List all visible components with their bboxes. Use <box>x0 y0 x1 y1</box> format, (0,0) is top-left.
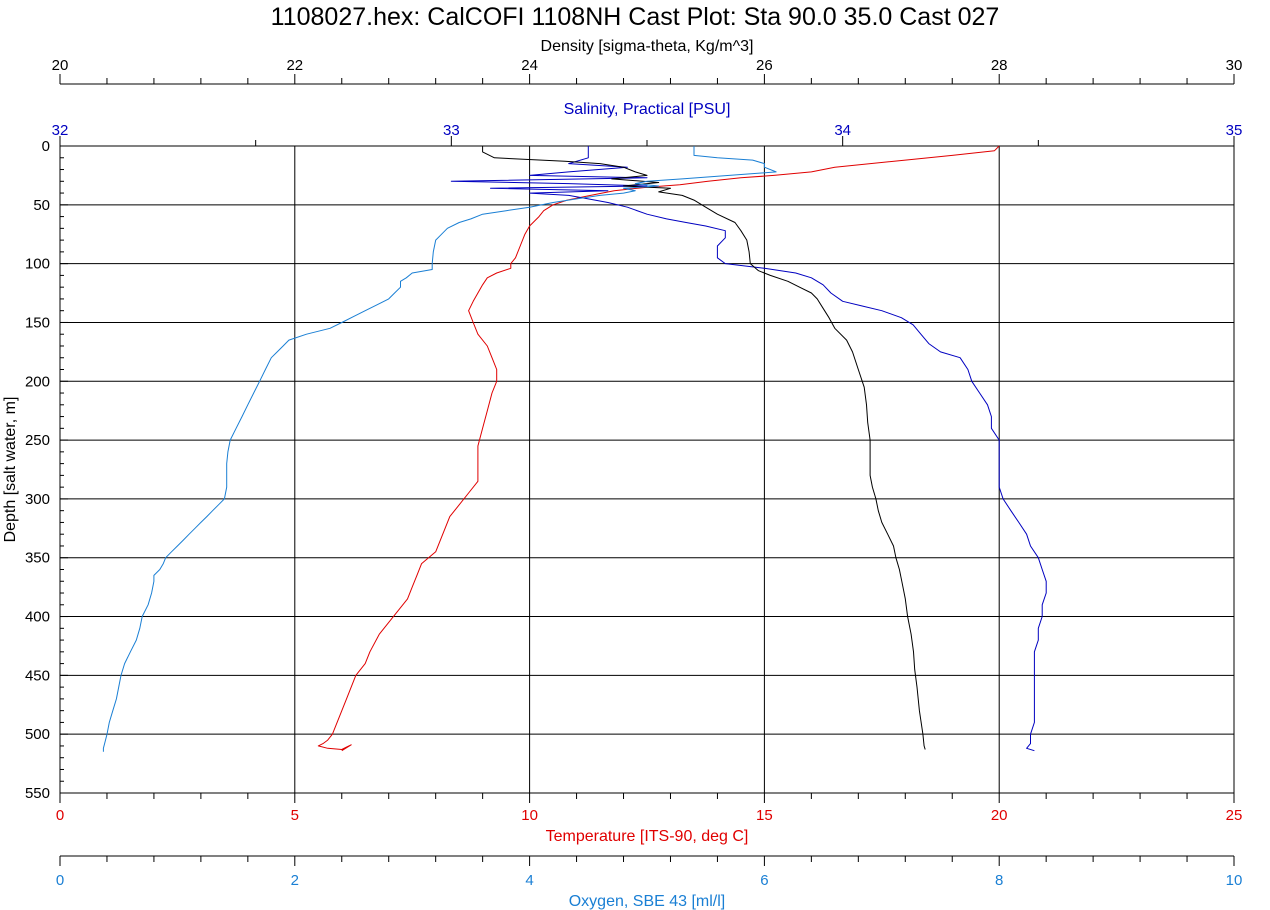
temperature-tick-label: 5 <box>291 807 299 824</box>
salinity-tick-label: 33 <box>443 122 460 139</box>
temperature-tick-label: 25 <box>1226 807 1243 824</box>
temperature-tick-label: 0 <box>56 807 64 824</box>
data-series <box>102 145 1047 752</box>
density-tick-label: 28 <box>991 57 1008 74</box>
depth-tick-label: 0 <box>42 138 50 155</box>
grid-lines <box>59 145 1235 794</box>
depth-axis-label: Depth [salt water, m] <box>2 397 19 543</box>
chart-title: 1108027.hex: CalCOFI 1108NH Cast Plot: S… <box>271 3 1000 31</box>
temperature-axis: 0 5 10 15 20 25 Temperature [ITS-90, deg C] <box>56 793 1243 845</box>
temperature-axis-label: Temperature [ITS-90, deg C] <box>546 828 749 845</box>
depth-tick-label: 200 <box>25 373 50 390</box>
temperature-profile-line <box>317 145 1000 752</box>
oxygen-tick-label: 4 <box>525 872 533 889</box>
density-tick-label: 30 <box>1226 57 1243 74</box>
salinity-tick-label: 35 <box>1226 122 1243 139</box>
density-axis: 20 22 24 26 28 30 Density [sigma-theta, Kg/m^3… <box>52 38 1243 85</box>
depth-tick-label: 550 <box>25 785 50 802</box>
density-axis-label: Density [sigma-theta, Kg/m^3] <box>541 38 754 55</box>
oxygen-tick-label: 10 <box>1226 872 1243 889</box>
plot-frame <box>59 145 1235 794</box>
depth-tick-label: 400 <box>25 609 50 626</box>
oxygen-tick-label: 0 <box>56 872 64 889</box>
density-tick-label: 26 <box>756 57 773 74</box>
depth-tick-label: 300 <box>25 491 50 508</box>
density-tick-label: 20 <box>52 57 69 74</box>
depth-tick-label: 450 <box>25 667 50 684</box>
oxygen-axis: 0 2 4 6 8 10 Oxygen, SBE 43 [ml/l] <box>56 855 1243 910</box>
depth-tick-label: 500 <box>25 726 50 743</box>
oxygen-tick-label: 8 <box>995 872 1003 889</box>
depth-tick-label: 350 <box>25 550 50 567</box>
salinity-axis-label: Salinity, Practical [PSU] <box>564 101 731 118</box>
depth-tick-label: 150 <box>25 314 50 331</box>
oxygen-axis-label: Oxygen, SBE 43 [ml/l] <box>569 893 726 910</box>
depth-tick-label: 250 <box>25 432 50 449</box>
density-profile-line <box>482 146 926 750</box>
temperature-tick-label: 15 <box>756 807 773 824</box>
depth-tick-label: 100 <box>25 256 50 273</box>
density-tick-label: 24 <box>521 57 538 74</box>
temperature-tick-label: 20 <box>991 807 1008 824</box>
oxygen-tick-label: 2 <box>291 872 299 889</box>
temperature-tick-label: 10 <box>521 807 538 824</box>
salinity-tick-label: 32 <box>52 122 69 139</box>
density-tick-label: 22 <box>286 57 303 74</box>
salinity-axis: 32 33 34 35 Salinity, Practical [PSU] <box>52 101 1243 146</box>
oxygen-tick-label: 6 <box>760 872 768 889</box>
depth-tick-label: 50 <box>33 197 50 214</box>
salinity-tick-label: 34 <box>834 122 851 139</box>
oxygen-profile-line <box>102 146 777 752</box>
salinity-profile-line <box>450 146 1047 752</box>
